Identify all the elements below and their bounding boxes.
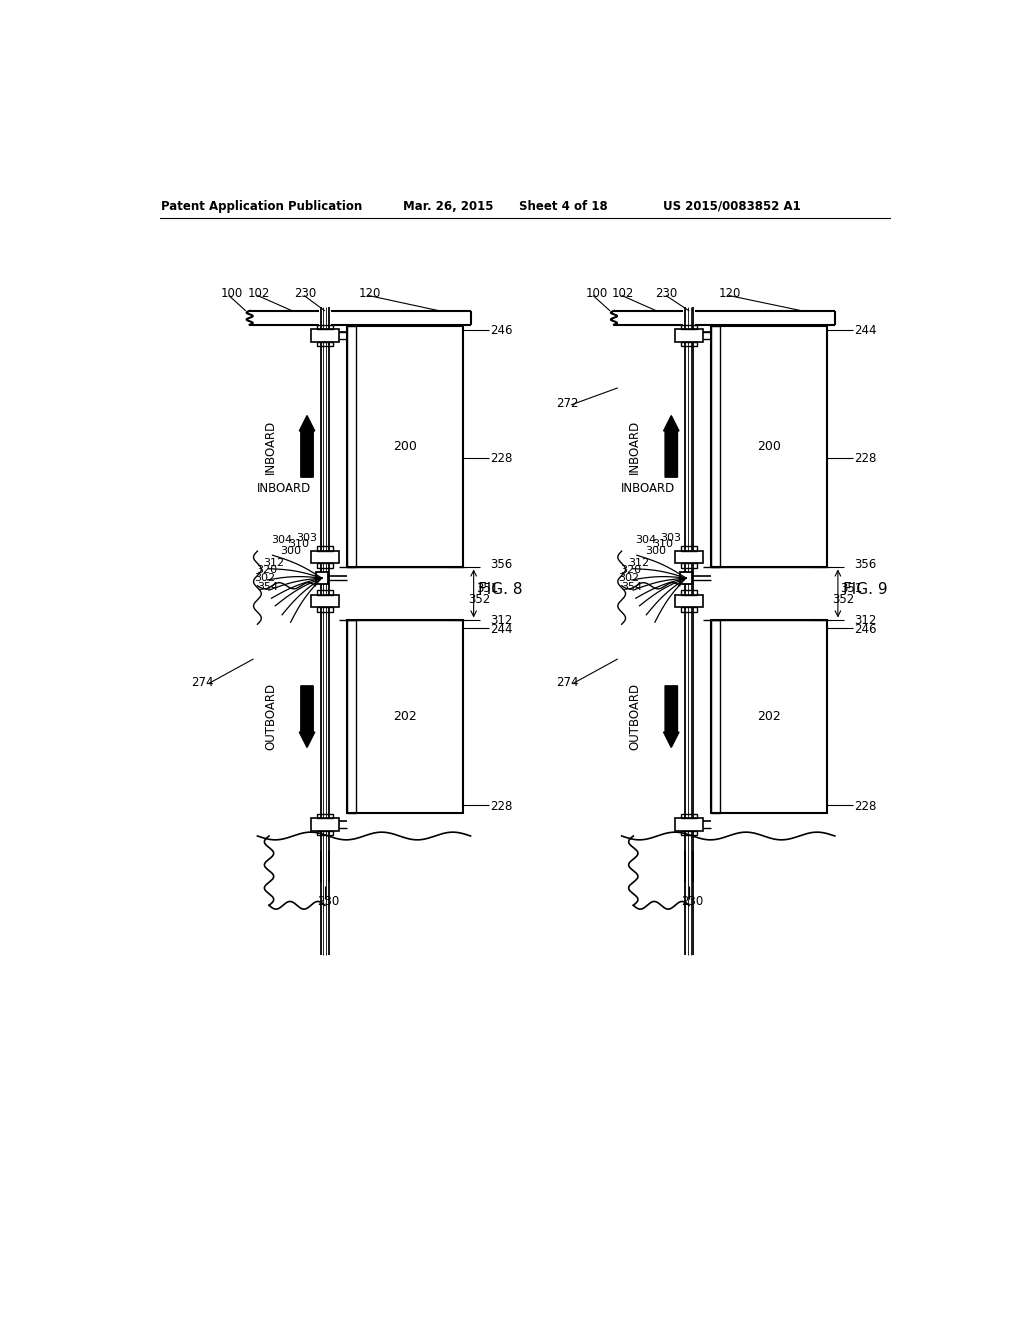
Text: 202: 202 — [393, 710, 417, 723]
Text: 100: 100 — [221, 286, 244, 300]
Text: 351: 351 — [841, 582, 862, 595]
Bar — [317, 590, 333, 595]
Text: 230: 230 — [655, 286, 677, 300]
Bar — [346, 620, 463, 813]
Text: 310: 310 — [652, 539, 674, 549]
Text: INBOARD: INBOARD — [621, 482, 675, 495]
Text: INBOARD: INBOARD — [264, 420, 278, 474]
Text: 200: 200 — [393, 440, 417, 453]
Text: 246: 246 — [854, 623, 877, 636]
Text: 244: 244 — [854, 323, 877, 337]
Text: 100: 100 — [586, 286, 607, 300]
Text: 228: 228 — [854, 800, 877, 813]
Text: US 2015/0083852 A1: US 2015/0083852 A1 — [663, 199, 801, 213]
Text: 246: 246 — [489, 323, 512, 337]
Bar — [681, 325, 697, 330]
Text: 354: 354 — [622, 582, 643, 593]
Bar — [317, 325, 333, 330]
Bar — [317, 564, 333, 568]
Bar — [346, 326, 356, 566]
Text: 300: 300 — [645, 546, 666, 556]
Text: 303: 303 — [296, 533, 317, 543]
Bar — [317, 830, 333, 836]
Bar — [681, 342, 697, 346]
FancyArrow shape — [299, 686, 314, 747]
Bar — [311, 552, 339, 564]
FancyArrow shape — [299, 416, 314, 478]
Bar — [311, 595, 339, 607]
Bar — [711, 326, 720, 566]
Bar — [681, 564, 697, 568]
Text: 304: 304 — [636, 535, 656, 545]
Bar — [711, 620, 720, 813]
Text: INBOARD: INBOARD — [257, 482, 311, 495]
Text: Patent Application Publication: Patent Application Publication — [161, 199, 361, 213]
Text: Sheet 4 of 18: Sheet 4 of 18 — [519, 199, 608, 213]
Bar — [681, 830, 697, 836]
Text: 312: 312 — [628, 557, 649, 568]
Text: 120: 120 — [719, 286, 741, 300]
Text: 310: 310 — [289, 539, 309, 549]
Bar — [680, 572, 692, 585]
Text: 230: 230 — [681, 895, 703, 908]
Text: 302: 302 — [254, 573, 275, 583]
Bar — [711, 620, 827, 813]
Text: 274: 274 — [191, 676, 214, 689]
Text: 351: 351 — [476, 582, 499, 595]
Text: 302: 302 — [618, 573, 640, 583]
Text: 312: 312 — [263, 557, 285, 568]
Bar — [675, 595, 703, 607]
Bar — [675, 330, 703, 342]
Text: 230: 230 — [294, 286, 316, 300]
Text: 356: 356 — [854, 558, 877, 572]
Text: FIG. 9: FIG. 9 — [843, 582, 887, 597]
Bar — [346, 620, 356, 813]
Text: 272: 272 — [556, 397, 579, 409]
Bar — [711, 326, 827, 566]
Text: 304: 304 — [271, 535, 293, 545]
Text: 120: 120 — [358, 286, 381, 300]
Bar — [675, 552, 703, 564]
Text: 312: 312 — [489, 614, 512, 627]
Text: OUTBOARD: OUTBOARD — [264, 682, 278, 750]
Text: 312: 312 — [854, 614, 877, 627]
Text: 352: 352 — [833, 593, 855, 606]
Text: INBOARD: INBOARD — [629, 420, 641, 474]
Bar — [317, 607, 333, 612]
Text: 356: 356 — [489, 558, 512, 572]
Text: 228: 228 — [489, 451, 512, 465]
Bar — [681, 546, 697, 552]
Text: 244: 244 — [489, 623, 512, 636]
Text: 102: 102 — [248, 286, 269, 300]
Bar — [317, 813, 333, 818]
Bar — [315, 572, 328, 585]
Text: 274: 274 — [556, 676, 579, 689]
Text: OUTBOARD: OUTBOARD — [629, 682, 641, 750]
Text: 320: 320 — [621, 565, 641, 576]
Text: 320: 320 — [256, 565, 278, 576]
Bar — [681, 607, 697, 612]
Bar — [311, 818, 339, 830]
Text: 228: 228 — [854, 451, 877, 465]
Text: 230: 230 — [317, 895, 339, 908]
FancyArrow shape — [664, 686, 679, 747]
FancyArrow shape — [664, 416, 679, 478]
Text: FIG. 8: FIG. 8 — [478, 582, 523, 597]
Text: 352: 352 — [468, 593, 490, 606]
Text: 200: 200 — [758, 440, 781, 453]
Text: 303: 303 — [660, 533, 681, 543]
Text: 228: 228 — [489, 800, 512, 813]
Text: 354: 354 — [257, 582, 279, 593]
Bar — [317, 546, 333, 552]
Bar — [675, 818, 703, 830]
Text: 102: 102 — [611, 286, 634, 300]
Bar — [311, 330, 339, 342]
Bar — [681, 590, 697, 595]
Bar — [681, 813, 697, 818]
Bar — [317, 342, 333, 346]
Text: 300: 300 — [281, 546, 302, 556]
Text: 202: 202 — [758, 710, 781, 723]
Bar — [346, 326, 463, 566]
Text: Mar. 26, 2015: Mar. 26, 2015 — [403, 199, 494, 213]
